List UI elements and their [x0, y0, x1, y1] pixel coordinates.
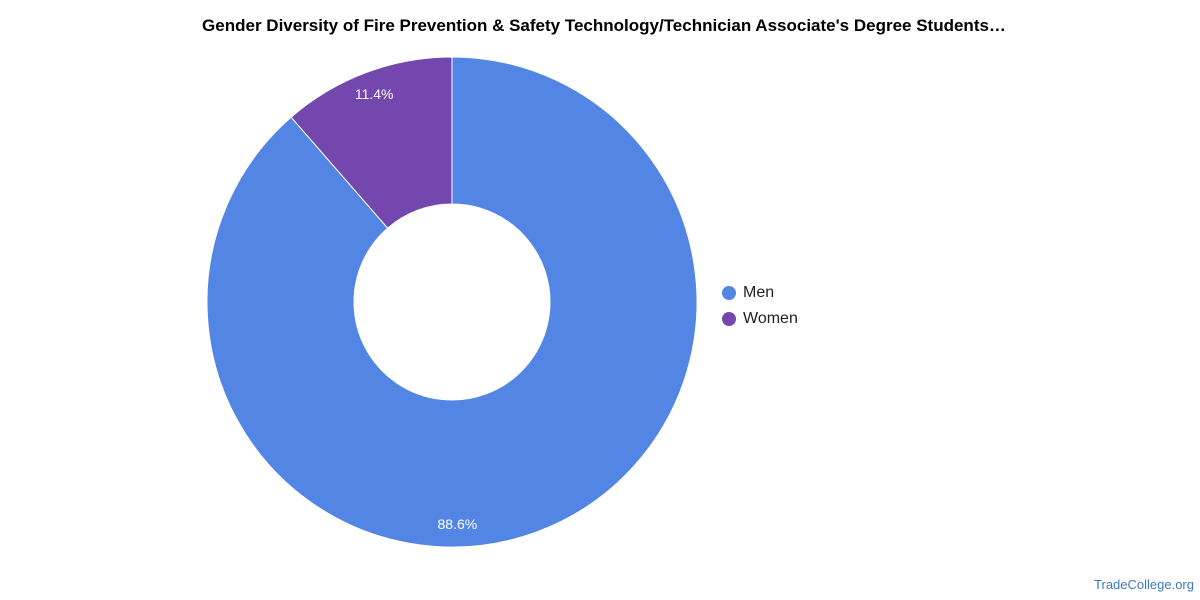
- legend-swatch-men: [722, 286, 736, 300]
- legend: Men Women: [722, 280, 798, 332]
- legend-swatch-women: [722, 312, 736, 326]
- slice-label-men: 88.6%: [438, 516, 478, 532]
- slice-label-women: 11.4%: [355, 86, 394, 102]
- legend-label-women: Women: [743, 310, 798, 327]
- legend-item-women[interactable]: Women: [722, 306, 798, 332]
- source-link[interactable]: TradeCollege.org: [1094, 577, 1194, 592]
- chart-title: Gender Diversity of Fire Prevention & Sa…: [202, 16, 1006, 35]
- legend-label-men: Men: [743, 284, 775, 301]
- slice-women[interactable]: [290, 56, 453, 229]
- slice-men[interactable]: [206, 56, 698, 548]
- legend-item-men[interactable]: Men: [722, 280, 798, 306]
